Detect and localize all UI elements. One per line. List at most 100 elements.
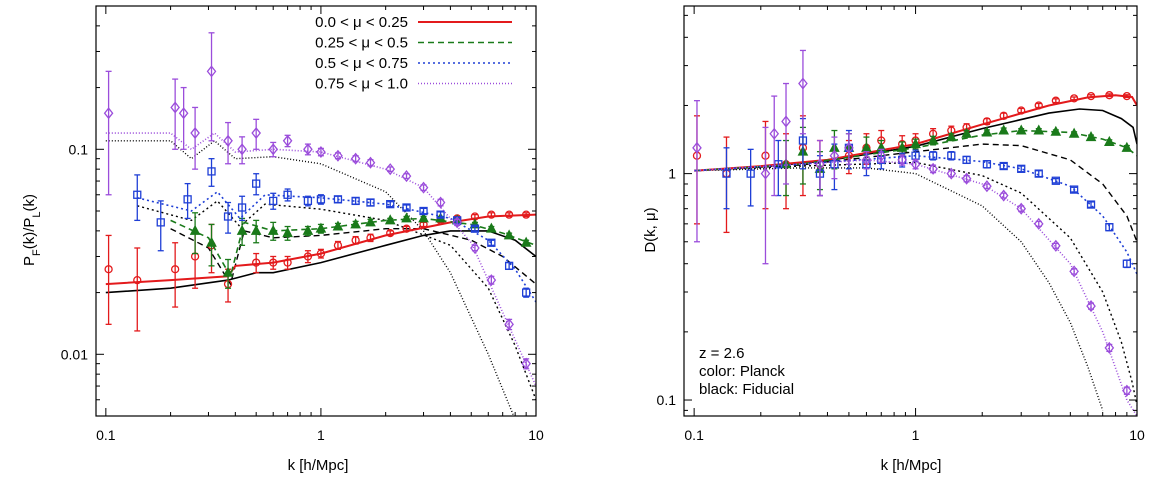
data-point-square [1069,185,1079,194]
data-point-circle [1034,101,1043,110]
data-point-diamond [206,65,217,78]
data-point-diamond [829,149,840,162]
plot-frame [683,5,1138,417]
data-point-square [283,190,292,199]
data-point-diamond [798,77,808,90]
data-point-diamond [1016,202,1027,215]
model-curve [137,190,536,303]
data-point-diamond [961,172,972,185]
data-point-square [183,195,192,204]
data-point-diamond [303,143,313,156]
data-point-triangle [1050,125,1062,136]
data-point-square [470,224,480,233]
data-point-square [798,136,808,145]
annotation-text: z = 2.6 [699,345,744,362]
data-point-diamond [435,196,446,209]
x-tick-label: 0.1 [684,427,704,443]
data-point-triangle [1015,124,1027,135]
data-point-square [746,169,755,178]
x-tick-label: 1 [912,427,920,443]
data-point-diamond [876,149,887,162]
x-tick-label: 1 [317,427,325,443]
data-point-diamond [815,158,825,171]
data-point-diamond [521,357,531,370]
data-point-square [351,196,360,206]
data-point-square [237,203,247,212]
data-point-square [366,198,375,207]
data-point-diamond [928,162,938,175]
model-curve [105,132,536,387]
fiducial-curve [694,161,1137,406]
data-point-triangle [222,266,234,277]
data-point-diamond [861,153,872,166]
data-point-diamond [1051,239,1061,252]
annotation-text: color: Planck [699,363,785,380]
data-point-diamond [316,145,326,159]
data-point-triangle [384,214,396,225]
data-point-diamond [268,143,279,156]
data-point-diamond [401,170,412,183]
data-point-triangle [401,212,412,223]
data-point-triangle [302,224,314,235]
data-point-circle [1122,91,1132,101]
data-point-circle [133,275,142,285]
data-point-square [1086,200,1096,209]
data-point-diamond [897,153,908,166]
data-point-circle [351,236,360,245]
data-point-square [1122,259,1132,268]
right-x-axis-label: k [h/Mpc] [881,457,942,474]
data-point-triangle [1103,135,1115,146]
data-point-diamond [504,318,514,331]
data-point-triangle [1085,131,1097,142]
data-point-diamond [769,127,780,140]
data-point-square [999,161,1008,171]
data-point-diamond [844,141,854,154]
fiducial-curve [105,139,515,416]
data-point-triangle [267,224,279,235]
data-point-square [928,151,938,160]
data-point-diamond [946,167,957,180]
data-point-triangle [282,227,293,238]
data-point-square [133,190,142,199]
data-point-diamond [178,107,189,120]
data-point-circle [402,224,411,233]
x-tick-label: 10 [1129,427,1145,443]
data-point-circle [104,265,113,274]
data-point-circle [333,241,343,250]
data-point-diamond [470,241,480,255]
fiducial-curve [170,228,536,286]
data-point-triangle [503,229,515,240]
data-point-diamond [418,181,429,194]
data-point-diamond [237,143,247,156]
data-point-triangle [486,222,497,233]
data-point-diamond [452,216,462,229]
data-point-circle [999,111,1008,120]
data-point-square [156,218,165,227]
data-point-diamond [223,134,233,147]
data-point-square [1034,169,1043,178]
y-tick-label: 0.1 [69,141,89,157]
data-point-diamond [692,141,702,154]
data-point-square [947,151,956,160]
data-point-circle [982,117,992,126]
plot-area [692,49,1137,416]
data-point-square [722,169,731,178]
data-point-triangle [961,127,972,138]
left-panel: k [h/Mpc] PF(k)/PL(k) 0.1 1 10 0.01 0.1 0.0 <… [21,5,544,474]
legend-label: 0.75 < μ < 1.0 [315,76,408,93]
data-point-triangle [250,224,262,235]
data-point-circle [170,265,180,274]
x-tick-label: 10 [528,427,544,443]
legend-label: 0.0 < μ < 0.25 [315,14,408,31]
data-point-diamond [333,149,343,162]
data-point-triangle [332,220,344,231]
data-point-square [1105,223,1114,232]
data-point-diamond [385,163,396,176]
data-point-diamond [103,107,114,120]
model-curve [105,213,536,286]
model-curve [694,154,1137,275]
data-point-square [269,196,278,206]
legend: 0.0 < μ < 0.25 0.25 < μ < 0.5 0.5 < μ < 0.… [315,14,512,93]
minor-ticks [684,6,1137,416]
